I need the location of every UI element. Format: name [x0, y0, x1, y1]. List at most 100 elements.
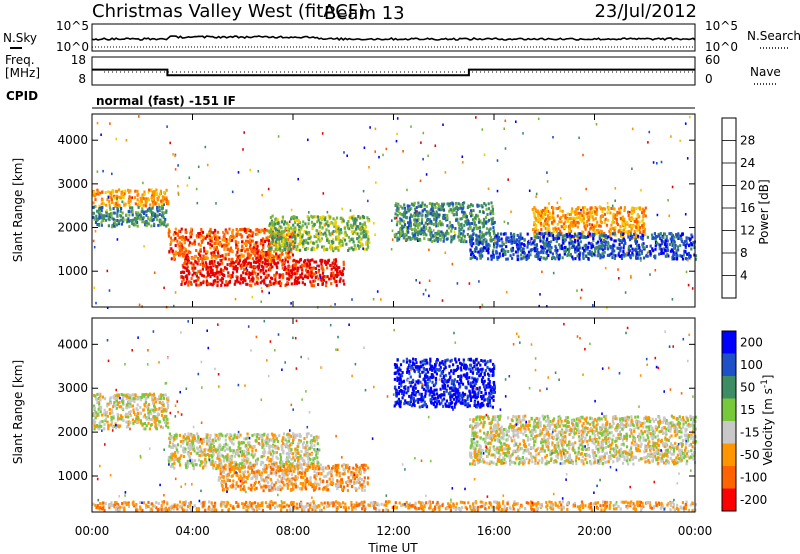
data-cell — [634, 237, 637, 241]
data-cell — [478, 229, 482, 233]
data-cell — [421, 209, 425, 213]
data-cell — [256, 240, 259, 244]
data-cell — [154, 214, 157, 218]
data-cell — [620, 253, 623, 257]
data-cell — [610, 237, 613, 241]
data-cell — [623, 240, 626, 244]
data-cell — [366, 216, 369, 220]
data-cell — [125, 213, 128, 217]
data-cell — [300, 263, 304, 267]
data-cell — [670, 248, 673, 252]
data-cell — [324, 284, 328, 288]
data-cell — [490, 238, 493, 242]
data-cell — [113, 425, 116, 428]
data-cell — [334, 265, 336, 268]
data-cell — [136, 403, 139, 407]
data-cell — [253, 265, 256, 269]
data-cell — [249, 247, 252, 251]
data-cell — [274, 262, 278, 266]
data-cell — [560, 215, 563, 219]
data-cell — [446, 214, 449, 217]
data-cell — [674, 256, 677, 260]
data-cell — [163, 203, 165, 206]
data-cell — [302, 260, 306, 264]
data-cell — [283, 268, 286, 271]
data-cell — [544, 219, 547, 223]
data-cell — [349, 224, 352, 228]
data-cell — [495, 251, 499, 255]
data-cell — [459, 203, 462, 207]
data-cell — [687, 244, 691, 248]
data-cell — [604, 242, 607, 246]
data-cell — [291, 235, 294, 239]
data-cell — [329, 243, 332, 247]
data-cell — [421, 231, 425, 235]
data-cell — [499, 254, 502, 258]
data-cell — [200, 228, 203, 231]
data-cell — [511, 246, 514, 250]
data-cell — [337, 225, 340, 229]
data-cell — [594, 246, 598, 250]
data-cell — [554, 257, 557, 261]
data-cell — [295, 218, 298, 222]
data-cell — [592, 209, 595, 213]
data-cell — [403, 206, 406, 210]
data-cell — [120, 192, 123, 196]
data-cell — [93, 286, 96, 289]
data-cell — [420, 212, 423, 216]
data-cell — [282, 238, 285, 242]
data-cell — [583, 235, 586, 239]
data-cell — [190, 227, 193, 231]
data-cell — [270, 220, 273, 224]
data-cell — [191, 266, 194, 270]
data-cell — [546, 305, 548, 308]
data-cell — [183, 250, 186, 254]
data-cell — [586, 215, 589, 219]
data-cell — [367, 237, 370, 241]
power-colorbar-label: Power [dB] — [757, 179, 771, 244]
data-cell — [151, 395, 154, 399]
data-cell — [293, 465, 296, 469]
data-cell — [537, 236, 540, 239]
data-cell — [352, 237, 355, 241]
data-cell — [469, 240, 472, 244]
data-cell — [231, 232, 234, 236]
data-cell — [542, 240, 545, 244]
data-cell — [683, 240, 686, 244]
data-cell — [249, 273, 252, 276]
data-cell — [623, 254, 626, 258]
data-cell — [305, 225, 308, 229]
data-cell — [334, 218, 337, 222]
data-cell — [152, 211, 155, 215]
data-cell — [267, 273, 270, 277]
data-cell — [413, 218, 416, 222]
data-cell — [153, 405, 156, 409]
data-cell — [363, 247, 366, 251]
data-cell — [147, 216, 150, 220]
data-cell — [301, 224, 304, 228]
data-cell — [187, 270, 190, 274]
data-cell — [158, 397, 161, 401]
data-cell — [243, 268, 246, 271]
data-cell — [165, 408, 168, 412]
data-cell — [487, 257, 490, 261]
data-cell — [308, 259, 311, 263]
data-cell — [487, 207, 491, 211]
data-cell — [259, 256, 262, 260]
data-cell — [458, 229, 461, 233]
data-cell — [96, 188, 99, 192]
data-cell — [234, 264, 238, 268]
data-cell — [135, 413, 138, 417]
data-cell — [609, 230, 612, 233]
data-cell — [235, 243, 238, 247]
data-cell — [484, 220, 488, 224]
data-cell — [404, 215, 408, 219]
data-cell — [532, 241, 535, 245]
data-cell — [226, 238, 229, 242]
data-cell — [612, 220, 615, 224]
data-cell — [367, 199, 369, 203]
data-cell — [340, 231, 343, 235]
data-cell — [119, 196, 123, 200]
data-cell — [340, 220, 343, 224]
data-cell — [287, 256, 290, 260]
